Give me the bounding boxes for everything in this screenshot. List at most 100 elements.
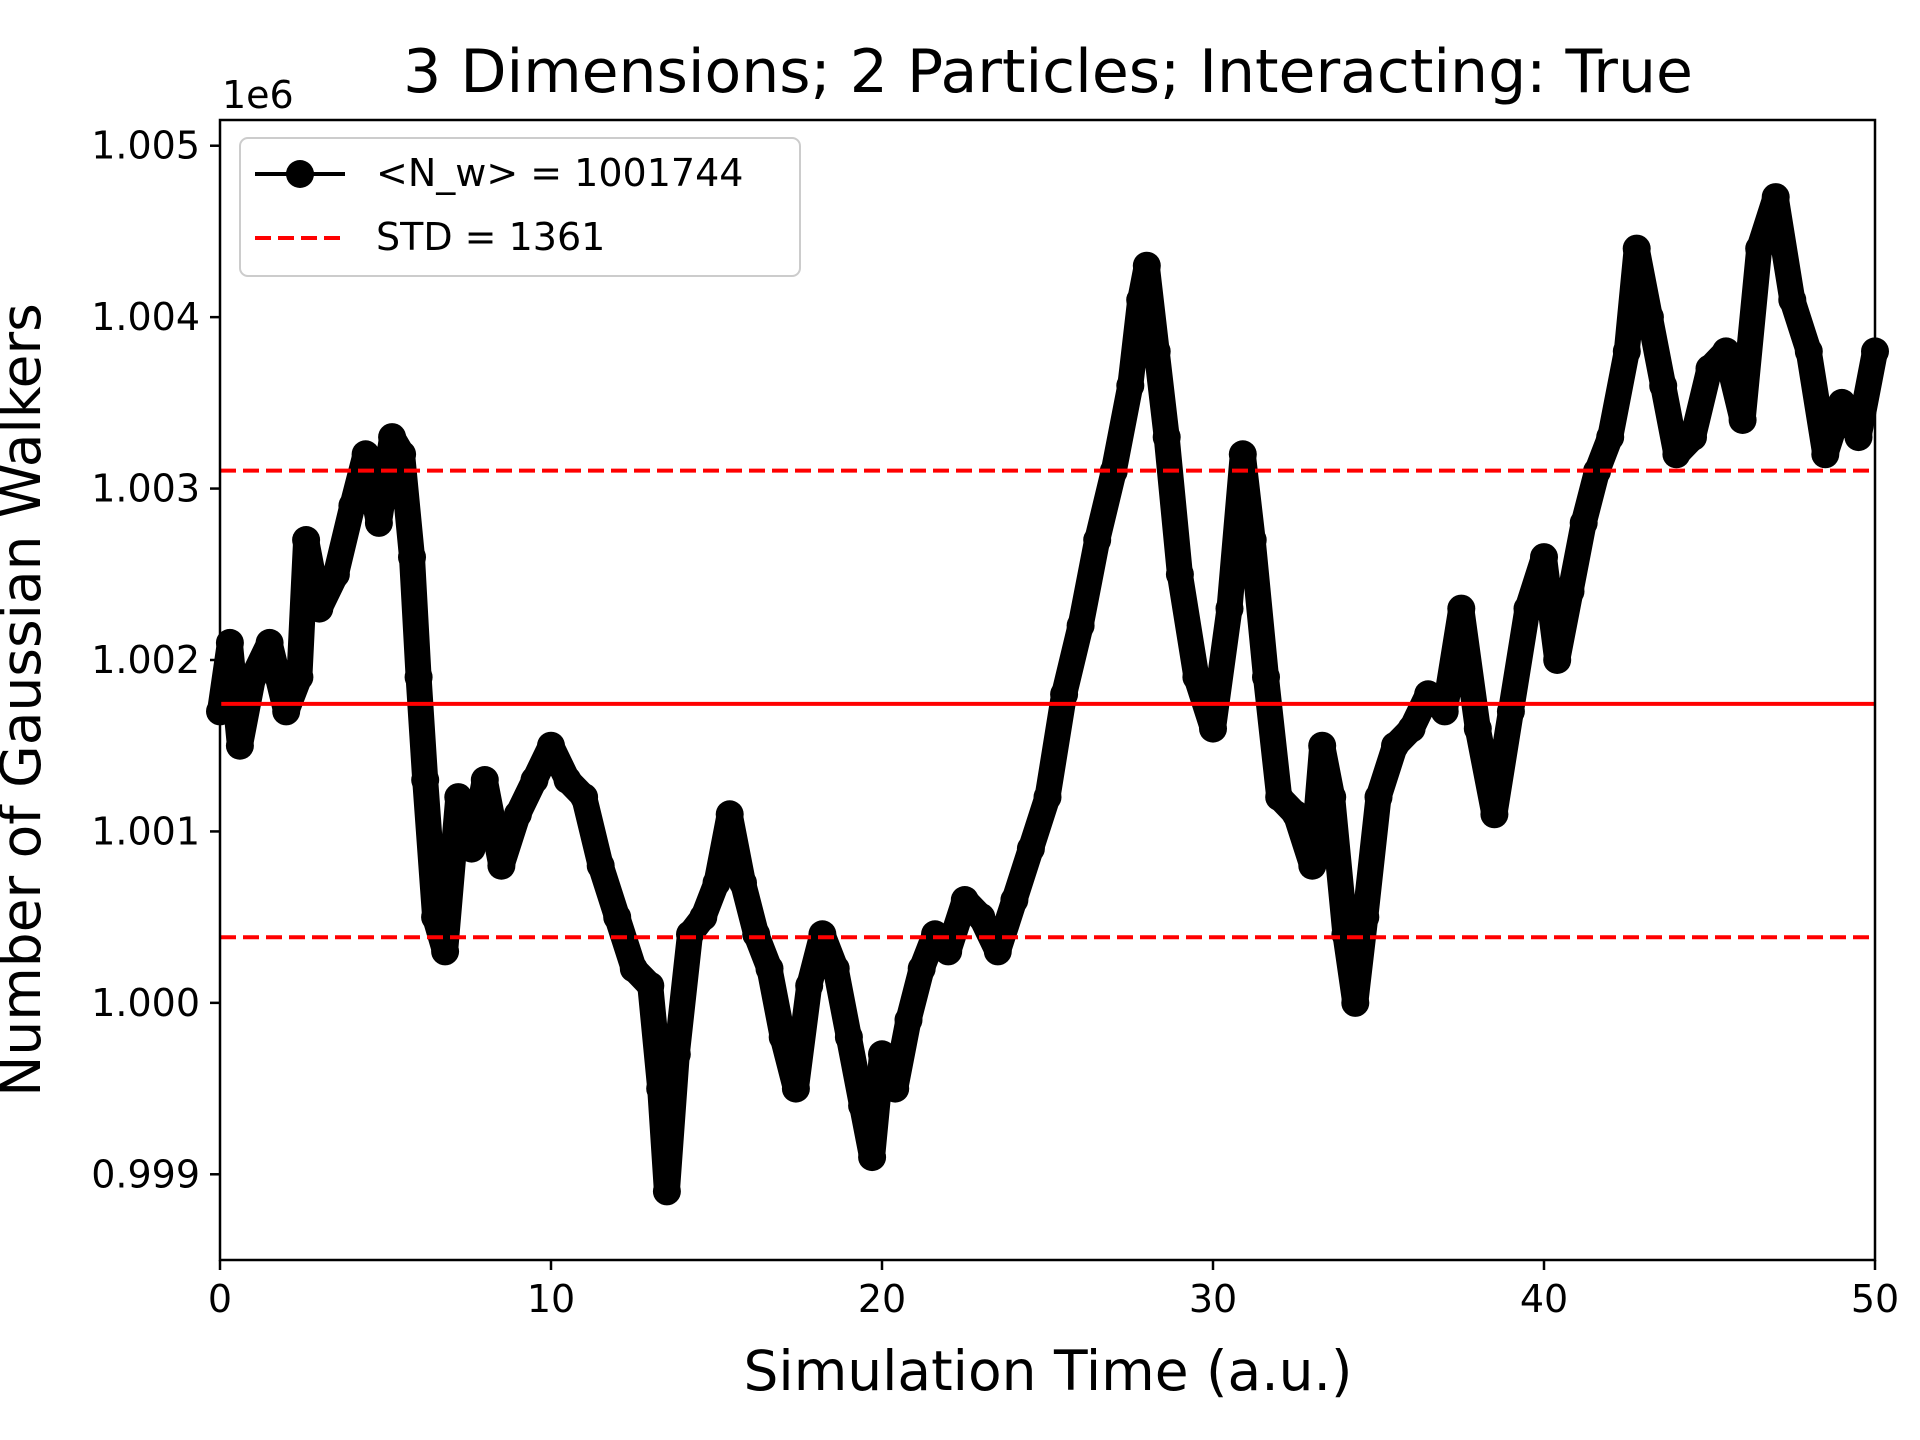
data-point [881,1074,910,1103]
data-point [742,920,771,949]
data-point [1199,714,1227,743]
data-point [503,800,532,829]
data-point [404,663,433,692]
data-point [1308,731,1337,760]
x-tick-label: 10 [527,1277,575,1321]
data-point [470,766,499,794]
series-layer [206,183,1889,1206]
data-point [1215,594,1244,623]
data-point [1265,783,1294,812]
data-point [1596,423,1625,452]
data-point [292,526,321,554]
data-point [398,543,426,572]
reference-lines [220,468,1875,940]
data-point [808,920,837,949]
data-point [934,937,963,966]
data-point [1152,423,1181,452]
data-point [868,1040,896,1069]
data-point [388,440,417,469]
data-point [781,1074,810,1103]
x-tick-label: 50 [1851,1277,1899,1321]
data-point [715,800,744,829]
data-point [755,954,784,983]
data-point [255,628,284,657]
data-point [338,491,367,520]
plot-area [206,118,1889,1262]
data-point [457,834,486,863]
data-point [570,783,599,812]
data-point [1844,423,1873,452]
data-point [1341,988,1370,1017]
data-point [411,766,440,794]
legend-label-mean: <N_w> = 1001744 [376,151,743,195]
data-point [1083,526,1112,554]
data-point [1794,337,1823,366]
data-point [225,731,254,760]
y-tick-label: 1.004 [91,295,200,339]
data-point [983,937,1012,966]
data-point [1142,337,1171,366]
data-point [537,731,565,760]
data-point [1778,286,1807,314]
data-point [1000,886,1029,914]
data-point [1430,697,1459,726]
data-point [1016,834,1045,863]
y-axis-label: Number of Gaussian Walkers [0,303,53,1097]
data-point [1480,800,1509,829]
data-point [1811,440,1840,469]
data-point [1447,594,1476,623]
data-point [1679,423,1707,452]
data-point [1099,457,1128,486]
data-point [1712,337,1740,366]
data-point [967,903,996,932]
data-point [1033,783,1062,812]
data-point [215,628,244,657]
data-point [272,697,301,726]
y-tick-label: 1.003 [91,467,200,511]
chart-title: 3 Dimensions; 2 Particles; Interacting: … [403,37,1693,107]
data-point [1066,611,1095,640]
data-point [1238,526,1267,554]
data-point [1496,697,1525,726]
data-point [1543,646,1572,674]
x-axis-ticks: 0 10 20 30 40 50 [208,1260,1899,1321]
y-tick-label: 1.001 [91,809,200,853]
x-axis-label: Simulation Time (a.u.) [744,1339,1353,1403]
data-point [1281,800,1310,829]
data-point [1463,714,1492,743]
data-point [431,937,460,966]
data-point [1530,543,1558,572]
data-point [1050,680,1079,709]
data-point [662,1040,691,1069]
data-point [894,1006,923,1034]
data-point [702,868,731,897]
data-point [1182,663,1211,692]
legend-box [239,137,801,277]
data-point [1635,303,1664,332]
data-point [586,851,615,880]
y-axis-ticks: 0.999 1.000 1.001 1.002 1.003 1.004 1.005 [91,124,220,1196]
data-point [907,954,936,983]
data-point [1298,851,1327,880]
data-point [1228,440,1257,469]
data-point [848,1091,877,1120]
data-point [1612,337,1641,366]
data-point [1132,251,1161,280]
data-point [1165,560,1194,589]
data-point [1556,577,1585,606]
data-point [636,971,665,1000]
x-tick-label: 30 [1189,1277,1237,1321]
y-axis-offset-label: 1e6 [222,73,294,117]
data-point [1745,234,1774,263]
data-point [795,971,824,1000]
data-point [646,1074,675,1103]
data-point [1351,903,1380,932]
data-point [1728,406,1757,434]
data-point [689,903,718,932]
data-point [1662,440,1691,469]
legend: <N_w> = 1001744 STD = 1361 [239,137,801,277]
data-point [1649,371,1678,400]
data-point [768,1023,797,1052]
data-point [444,783,473,812]
data-point [1331,920,1360,949]
